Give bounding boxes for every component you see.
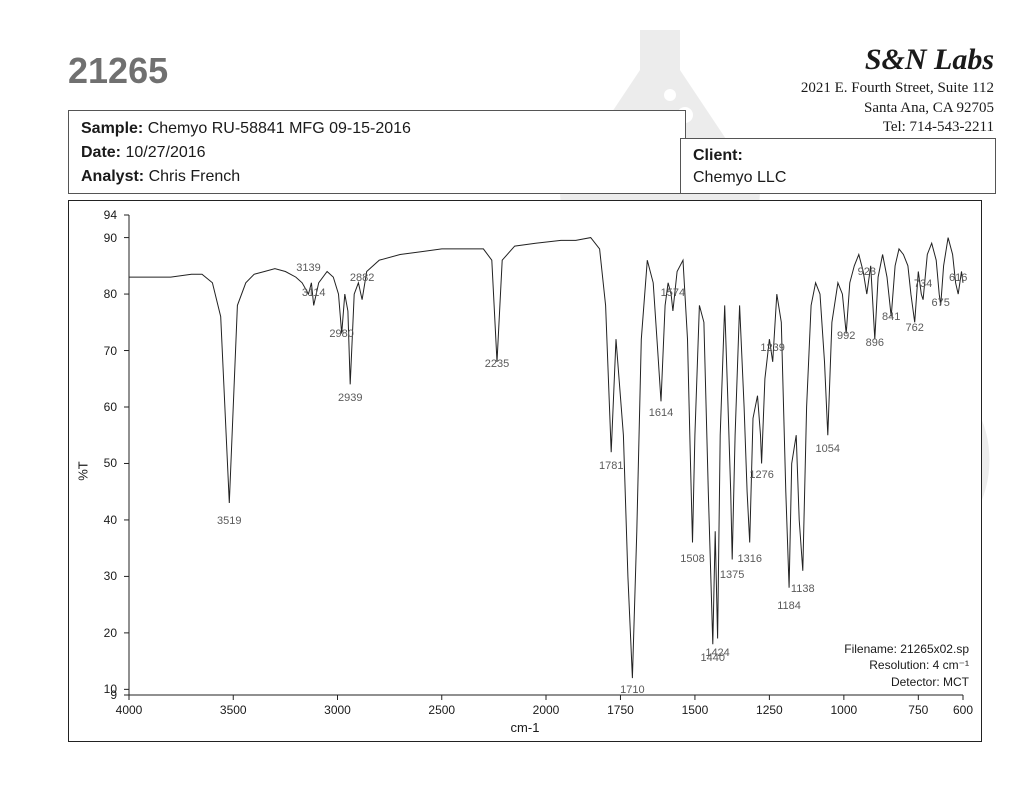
peak-label: 2939	[338, 392, 362, 404]
peak-label: 2882	[350, 272, 374, 284]
x-tick-label: 2500	[428, 703, 455, 717]
peak-label: 3139	[296, 262, 320, 274]
peak-label: 1424	[705, 647, 729, 659]
peak-label: 1710	[620, 684, 644, 696]
resolution-value: 4 cm⁻¹	[933, 658, 969, 672]
peak-label: 675	[931, 297, 949, 309]
x-tick-label: 4000	[116, 703, 143, 717]
x-tick-label: 1250	[756, 703, 783, 717]
filename-value: 21265x02.sp	[900, 642, 969, 656]
y-tick-label: 94	[91, 208, 117, 222]
x-tick-label: 1500	[682, 703, 709, 717]
x-tick-label: 2000	[533, 703, 560, 717]
y-tick-label: 30	[91, 569, 117, 583]
sample-label: Sample:	[81, 120, 143, 137]
peak-label: 3114	[302, 287, 326, 299]
detector-value: MCT	[943, 675, 969, 689]
date-label: Date:	[81, 144, 121, 161]
peak-label: 1054	[816, 443, 840, 455]
y-tick-label: 80	[91, 287, 117, 301]
x-tick-label: 3500	[220, 703, 247, 717]
chart-metadata: Filename: 21265x02.sp Resolution: 4 cm⁻¹…	[844, 641, 969, 691]
peak-label: 896	[866, 337, 884, 349]
lab-address-2: Santa Ana, CA 92705	[801, 99, 994, 119]
client-label: Client:	[693, 145, 983, 167]
y-tick-label: 50	[91, 456, 117, 470]
peak-label: 1184	[777, 600, 801, 612]
report-id: 21265	[68, 50, 168, 92]
lab-report-page: 21265 S&N Labs 2021 E. Fourth Street, Su…	[0, 0, 1024, 790]
client-info-box: Client: Chemyo LLC	[680, 138, 996, 194]
peak-label: 1276	[749, 469, 773, 481]
peak-label: 762	[906, 322, 924, 334]
filename-label: Filename:	[844, 642, 897, 656]
peak-label: 1316	[737, 553, 761, 565]
peak-label: 3519	[217, 515, 241, 527]
resolution-label: Resolution:	[869, 658, 929, 672]
sample-info-box: Sample: Chemyo RU-58841 MFG 09-15-2016 D…	[68, 110, 686, 194]
lab-tel: Tel: 714-543-2211	[801, 118, 994, 138]
y-tick-label: 70	[91, 344, 117, 358]
x-tick-label: 750	[908, 703, 928, 717]
peak-label: 1508	[680, 553, 704, 565]
peak-label: 1239	[760, 342, 784, 354]
peak-label: 1138	[791, 583, 815, 595]
client-value: Chemyo LLC	[693, 167, 983, 189]
ir-spectrum-chart: %T cm-1 Filename: 21265x02.sp Resolution…	[68, 200, 982, 742]
analyst-value: Chris French	[149, 168, 241, 185]
y-tick-label: 90	[91, 231, 117, 245]
y-tick-label: 9	[91, 688, 117, 702]
peak-label: 2980	[329, 328, 353, 340]
peak-label: 616	[949, 272, 967, 284]
analyst-label: Analyst:	[81, 168, 144, 185]
peak-label: 992	[837, 330, 855, 342]
date-value: 10/27/2016	[125, 144, 205, 161]
peak-label: 734	[914, 278, 932, 290]
peak-label: 1574	[661, 287, 685, 299]
y-tick-label: 40	[91, 513, 117, 527]
lab-address-1: 2021 E. Fourth Street, Suite 112	[801, 79, 994, 99]
peak-label: 1781	[599, 460, 623, 472]
y-tick-label: 60	[91, 400, 117, 414]
lab-address-block: S&N Labs 2021 E. Fourth Street, Suite 11…	[801, 40, 994, 138]
x-tick-label: 600	[953, 703, 973, 717]
y-tick-label: 20	[91, 626, 117, 640]
sample-value: Chemyo RU-58841 MFG 09-15-2016	[148, 120, 411, 137]
peak-label: 923	[858, 266, 876, 278]
x-tick-label: 3000	[324, 703, 351, 717]
x-tick-label: 1750	[607, 703, 634, 717]
peak-label: 1614	[649, 407, 673, 419]
x-tick-label: 1000	[830, 703, 857, 717]
detector-label: Detector:	[891, 675, 940, 689]
lab-name: S&N Labs	[801, 40, 994, 79]
peak-label: 1375	[720, 569, 744, 581]
peak-label: 2235	[485, 358, 509, 370]
peak-label: 841	[882, 311, 900, 323]
